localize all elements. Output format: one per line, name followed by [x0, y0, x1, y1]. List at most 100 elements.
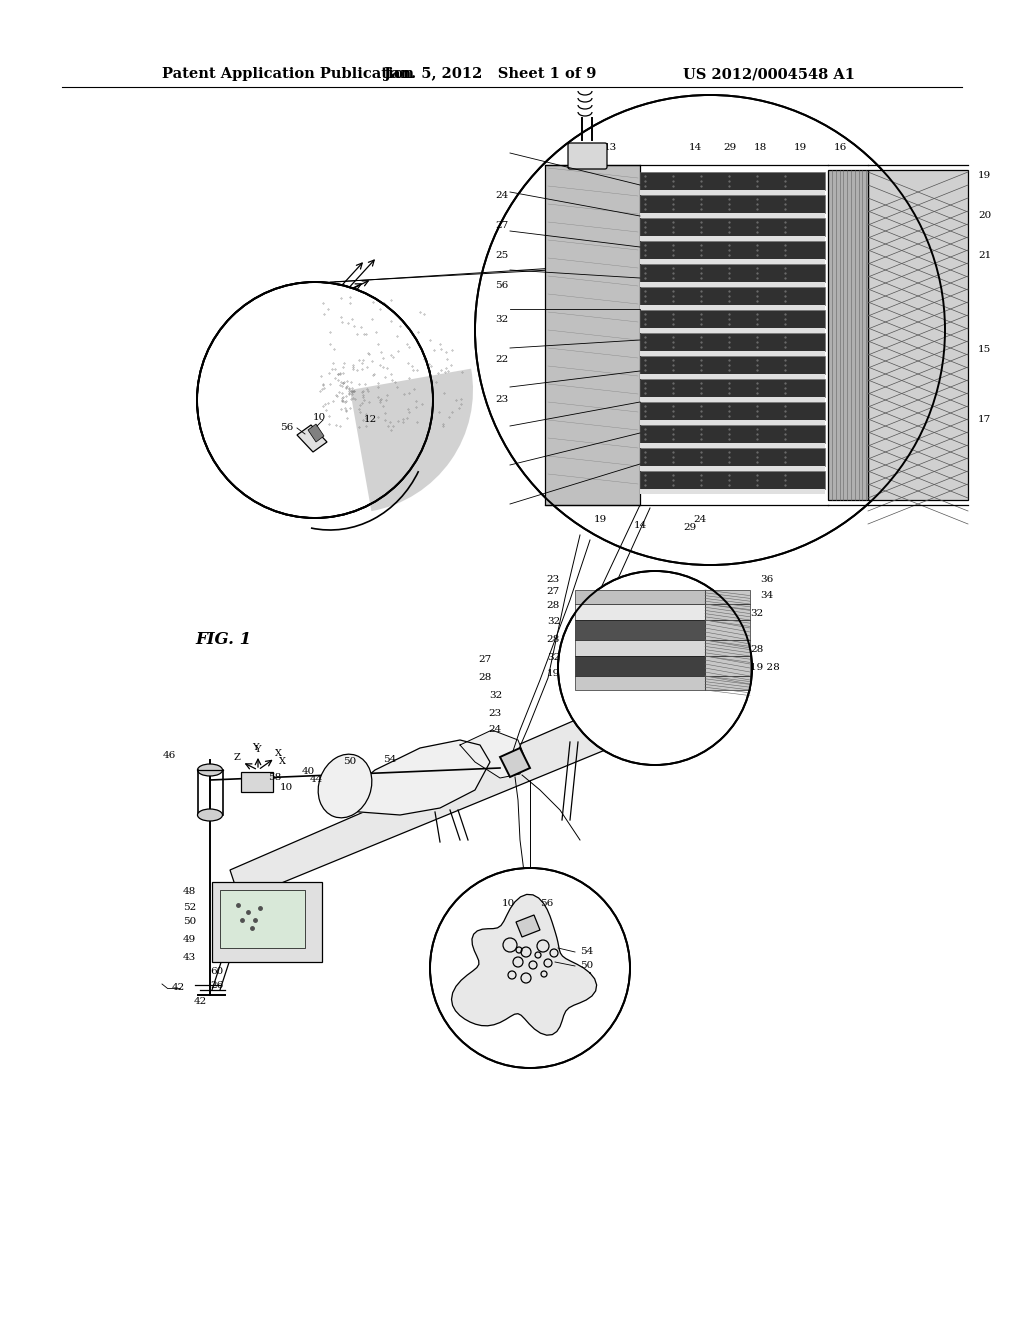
Text: 20: 20 [978, 210, 991, 219]
FancyBboxPatch shape [705, 620, 750, 640]
Text: Z: Z [233, 754, 241, 763]
Text: 58: 58 [268, 774, 282, 783]
Text: 50: 50 [343, 758, 356, 767]
Text: 54: 54 [580, 948, 593, 957]
Text: 46: 46 [163, 751, 176, 760]
Polygon shape [452, 895, 597, 1035]
FancyBboxPatch shape [640, 356, 825, 374]
Polygon shape [297, 425, 327, 451]
Text: 15: 15 [978, 346, 991, 355]
Text: 32: 32 [547, 618, 560, 627]
Text: 22: 22 [496, 355, 509, 364]
Text: 36: 36 [760, 576, 773, 585]
Text: US 2012/0004548 A1: US 2012/0004548 A1 [683, 67, 855, 81]
Text: 14: 14 [634, 520, 646, 529]
Ellipse shape [318, 754, 372, 818]
FancyBboxPatch shape [705, 640, 750, 656]
Text: 27: 27 [496, 220, 509, 230]
Text: 56: 56 [541, 899, 554, 908]
FancyBboxPatch shape [545, 165, 640, 506]
Circle shape [430, 869, 630, 1068]
FancyBboxPatch shape [640, 471, 825, 488]
FancyBboxPatch shape [640, 218, 825, 236]
Text: 32: 32 [547, 653, 560, 663]
Text: 16: 16 [834, 143, 847, 152]
Text: 17: 17 [978, 416, 991, 425]
Polygon shape [330, 741, 490, 814]
Text: 26: 26 [210, 981, 223, 990]
Text: 10: 10 [280, 784, 293, 792]
Text: 32: 32 [496, 315, 509, 325]
Polygon shape [460, 730, 525, 777]
FancyBboxPatch shape [640, 488, 825, 494]
Text: 32: 32 [488, 692, 502, 701]
Text: 23: 23 [547, 576, 560, 585]
FancyBboxPatch shape [575, 640, 705, 656]
Text: 27: 27 [479, 656, 492, 664]
Circle shape [475, 95, 945, 565]
Text: 21: 21 [978, 251, 991, 260]
Text: 28: 28 [547, 635, 560, 644]
Polygon shape [230, 718, 610, 900]
Text: 24: 24 [488, 726, 502, 734]
FancyBboxPatch shape [640, 403, 825, 420]
Text: 14: 14 [688, 143, 701, 152]
Ellipse shape [198, 764, 222, 776]
FancyBboxPatch shape [568, 143, 607, 169]
FancyBboxPatch shape [640, 351, 825, 356]
Text: Jan. 5, 2012   Sheet 1 of 9: Jan. 5, 2012 Sheet 1 of 9 [384, 67, 596, 81]
FancyBboxPatch shape [220, 890, 305, 948]
Text: 28: 28 [750, 645, 763, 655]
FancyBboxPatch shape [640, 172, 825, 190]
FancyBboxPatch shape [575, 620, 705, 640]
Text: 29: 29 [683, 524, 696, 532]
Wedge shape [350, 368, 473, 511]
FancyBboxPatch shape [640, 236, 825, 242]
Text: 10: 10 [502, 899, 515, 908]
FancyBboxPatch shape [640, 397, 825, 403]
FancyBboxPatch shape [575, 676, 705, 690]
Text: FIG. 1: FIG. 1 [195, 631, 251, 648]
Text: 42: 42 [194, 998, 207, 1006]
Text: 54: 54 [383, 755, 396, 764]
Text: 19: 19 [547, 669, 560, 678]
FancyBboxPatch shape [575, 656, 705, 676]
FancyBboxPatch shape [640, 190, 825, 195]
Polygon shape [308, 424, 324, 442]
FancyBboxPatch shape [640, 379, 825, 397]
Text: 13: 13 [603, 143, 616, 152]
FancyBboxPatch shape [640, 286, 825, 305]
Text: X: X [279, 758, 286, 767]
FancyBboxPatch shape [640, 466, 825, 471]
Text: 19: 19 [593, 516, 606, 524]
Text: 49: 49 [182, 936, 196, 945]
FancyBboxPatch shape [640, 242, 825, 259]
Polygon shape [500, 748, 530, 777]
Text: 48: 48 [182, 887, 196, 896]
FancyBboxPatch shape [640, 282, 825, 286]
Text: 40: 40 [301, 767, 314, 776]
Text: 34: 34 [760, 591, 773, 601]
Text: 43: 43 [182, 953, 196, 962]
FancyBboxPatch shape [575, 590, 705, 605]
Text: 56: 56 [281, 424, 294, 433]
Text: 10: 10 [312, 413, 326, 422]
FancyBboxPatch shape [640, 259, 825, 264]
Text: 24: 24 [693, 516, 707, 524]
FancyBboxPatch shape [640, 444, 825, 447]
FancyBboxPatch shape [705, 605, 750, 620]
Text: Patent Application Publication: Patent Application Publication [162, 67, 414, 81]
FancyBboxPatch shape [640, 305, 825, 310]
FancyBboxPatch shape [640, 264, 825, 282]
Text: 23: 23 [488, 710, 502, 718]
FancyBboxPatch shape [640, 374, 825, 379]
FancyBboxPatch shape [640, 213, 825, 218]
Text: 29: 29 [723, 143, 736, 152]
Polygon shape [516, 915, 540, 937]
Text: 44: 44 [309, 775, 323, 784]
Text: 24: 24 [496, 190, 509, 199]
FancyBboxPatch shape [640, 420, 825, 425]
FancyBboxPatch shape [241, 772, 273, 792]
Text: 60: 60 [210, 968, 223, 977]
FancyBboxPatch shape [640, 333, 825, 351]
